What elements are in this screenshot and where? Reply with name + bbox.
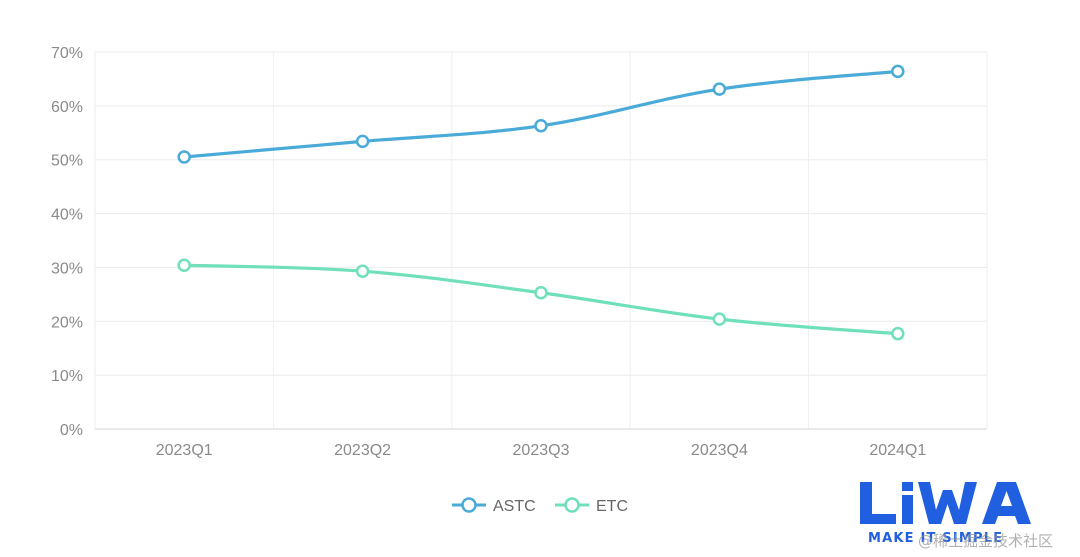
y-tick-label: 30% (51, 260, 83, 277)
x-tick-label: 2023Q1 (156, 442, 213, 459)
etc-data-point (891, 326, 905, 341)
etc-data-point (177, 258, 191, 273)
astc-series-line (184, 69, 898, 159)
y-tick-label: 40% (51, 207, 83, 224)
liwa-logo-wordmark (860, 482, 1031, 524)
etc-data-point (534, 285, 548, 300)
liwa-logo: MAKE IT SIMPLE (852, 478, 1052, 550)
astc-data-point (891, 64, 905, 79)
y-tick-label: 60% (51, 99, 83, 116)
x-tick-label: 2023Q3 (513, 442, 570, 459)
astc-data-point (355, 134, 370, 149)
astc-legend-marker (461, 497, 477, 513)
y-tick-label: 50% (51, 153, 83, 170)
x-tick-label: 2024Q1 (869, 442, 926, 459)
etc-data-point (712, 312, 727, 326)
y-tick-label: 70% (51, 45, 83, 62)
y-tick-label: 0% (60, 422, 83, 439)
x-tick-label: 2023Q4 (691, 442, 748, 459)
etc-legend-marker (564, 497, 580, 513)
etc-legend-label: ETC (596, 498, 628, 515)
astc-data-point (534, 119, 548, 133)
watermark-text: @稀土掘金技术社区 (918, 532, 1054, 550)
etc-data-point (355, 264, 370, 278)
y-tick-label: 20% (51, 314, 83, 331)
logo-tagline: MAKE IT SIMPLE (868, 531, 1004, 546)
astc-data-point (712, 82, 727, 96)
x-tick-label: 2023Q2 (334, 442, 391, 459)
y-tick-label: 10% (51, 368, 83, 385)
astc-legend-label: ASTC (493, 498, 536, 515)
astc-data-point (177, 150, 191, 164)
